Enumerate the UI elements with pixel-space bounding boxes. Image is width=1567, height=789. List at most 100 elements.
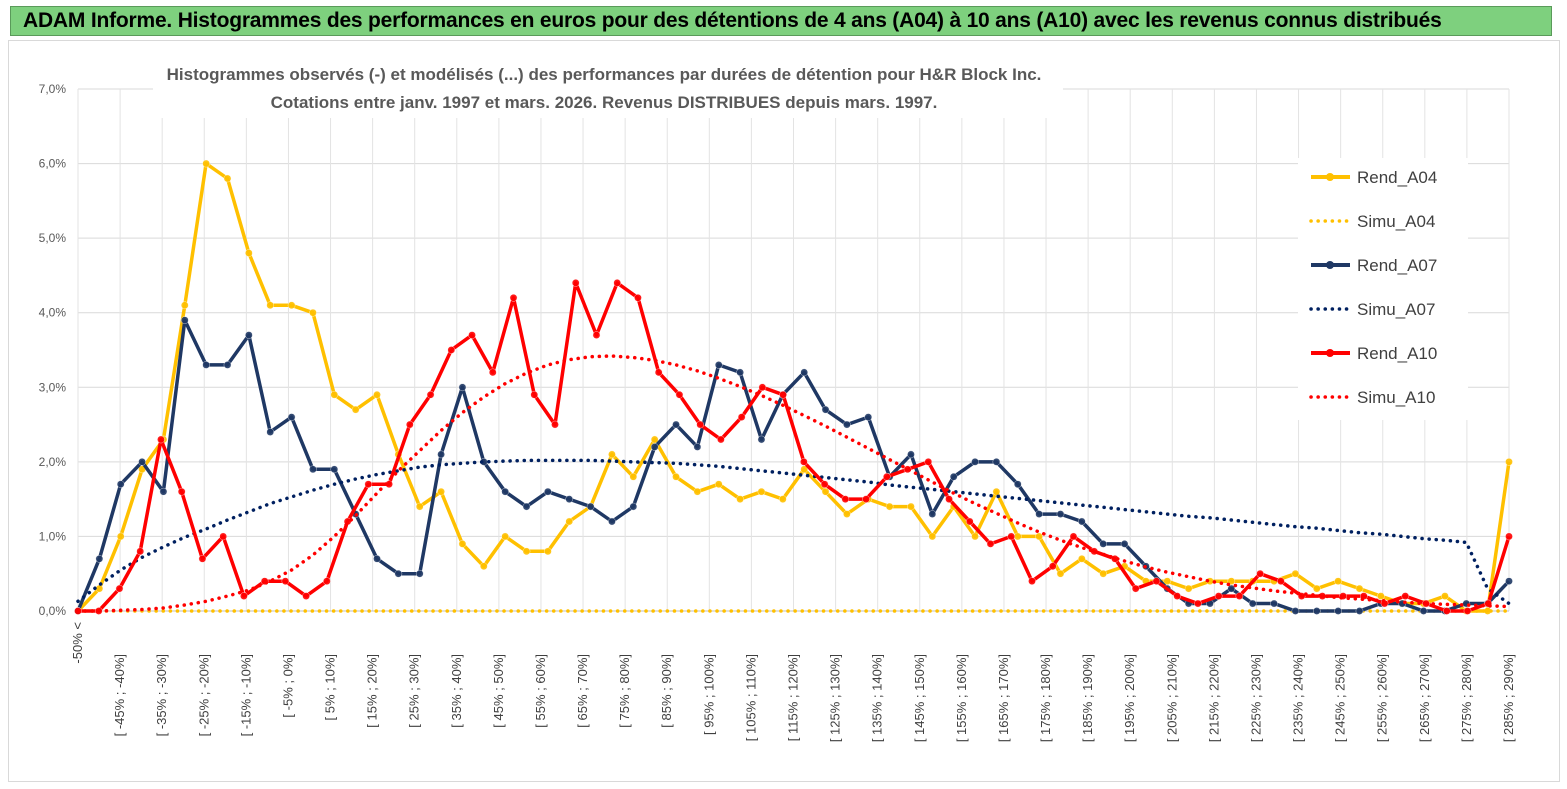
data-point-rend-a10 [468, 331, 476, 339]
data-point-rend-a04 [415, 502, 424, 511]
data-point-rend-a10 [1505, 532, 1513, 541]
data-point-rend-a07 [629, 502, 638, 511]
legend-label-simu-a04: Simu_A04 [1357, 212, 1435, 231]
series-line-simu-a07 [76, 458, 1511, 606]
data-point-rend-a07 [266, 428, 275, 436]
data-point-rend-a10 [1256, 569, 1264, 578]
data-point-rend-a10 [302, 592, 310, 600]
data-point-rend-a07 [138, 458, 146, 466]
x-tick-label: [ 235% ; 240%] [1291, 654, 1306, 742]
data-point-rend-a07 [501, 487, 509, 496]
data-point-rend-a10 [1442, 607, 1451, 615]
data-point-rend-a07 [394, 569, 403, 578]
data-point-rend-a10 [592, 331, 601, 339]
data-point-rend-a10 [364, 480, 373, 489]
x-tick-label: [ 155% ; 160%] [954, 654, 969, 742]
data-point-rend-a07 [95, 555, 104, 563]
chart-title-box [153, 56, 1063, 118]
x-tick-label: [ -45% ; -40%] [112, 654, 127, 736]
data-point-rend-a07 [309, 465, 317, 474]
data-point-rend-a10 [1069, 532, 1078, 541]
data-point-rend-a04 [1505, 458, 1513, 466]
data-point-rend-a07 [1312, 607, 1321, 615]
data-point-rend-a07 [159, 487, 168, 496]
data-point-rend-a10 [862, 495, 870, 503]
data-point-rend-a04 [223, 174, 232, 183]
x-tick-label: [ 265% ; 270%] [1417, 654, 1432, 742]
data-point-rend-a10 [634, 293, 642, 302]
y-tick-label: 4,0% [39, 306, 67, 320]
data-point-rend-a10 [219, 532, 227, 541]
data-point-rend-a07 [373, 555, 381, 563]
data-point-rend-a04 [437, 487, 445, 496]
x-tick-label: -50% < [70, 622, 85, 664]
data-point-rend-a10 [758, 383, 767, 392]
data-point-rend-a04 [458, 540, 467, 548]
data-point-rend-a07 [1099, 540, 1107, 548]
data-point-rend-a10 [1401, 592, 1410, 600]
series-lines [74, 159, 1513, 615]
data-point-rend-a04 [1355, 584, 1364, 593]
data-point-rend-a04 [1099, 569, 1107, 578]
data-point-rend-a07 [180, 316, 189, 324]
data-point-rend-a07 [1291, 607, 1300, 615]
x-tick-label: [ 105% ; 110%] [743, 654, 758, 741]
legend-label-simu-a07: Simu_A07 [1357, 300, 1435, 319]
x-tick-label: [ 25% ; 30%] [407, 654, 422, 728]
data-point-rend-a07 [693, 443, 702, 451]
data-point-rend-a10 [883, 472, 891, 481]
data-point-rend-a04 [821, 487, 830, 496]
x-tick-label: [ 215% ; 220%] [1206, 654, 1221, 742]
x-tick-label: [ 125% ; 130%] [828, 654, 843, 742]
x-tick-label: [ 145% ; 150%] [912, 654, 927, 742]
data-point-rend-a07 [864, 413, 873, 421]
y-tick-label: 1,0% [39, 529, 67, 543]
x-tick-label: [ 255% ; 260%] [1375, 654, 1390, 742]
data-point-rend-a04 [480, 562, 488, 571]
legend-label-rend-a04: Rend_A04 [1357, 168, 1437, 187]
data-point-rend-a07 [672, 420, 680, 429]
data-point-rend-a10 [551, 420, 559, 429]
series-line-simu-a10 [76, 354, 1511, 613]
data-point-rend-a10 [426, 390, 435, 399]
data-point-rend-a04 [266, 301, 275, 310]
data-point-rend-a04 [1078, 555, 1086, 563]
data-point-rend-a07 [1078, 517, 1086, 526]
data-point-rend-a04 [693, 487, 702, 496]
data-point-rend-a04 [1184, 584, 1193, 593]
data-point-rend-a04 [501, 532, 509, 541]
data-point-rend-a04 [629, 472, 638, 481]
report-banner: ADAM Informe. Histogrammes des performan… [10, 6, 1552, 36]
data-point-rend-a10 [1048, 562, 1057, 571]
x-tick-label: [ -25% ; -20%] [196, 654, 211, 736]
data-point-rend-a10 [1028, 577, 1036, 585]
data-point-rend-a10 [717, 435, 725, 444]
legend-label-rend-a07: Rend_A07 [1357, 256, 1437, 275]
x-tick-label: [ -5% ; 0%] [280, 654, 295, 718]
data-point-rend-a07 [1248, 599, 1257, 608]
data-point-rend-a07 [608, 517, 616, 526]
data-point-rend-a07 [245, 331, 253, 339]
data-point-rend-a04 [779, 495, 787, 503]
data-point-rend-a10 [841, 495, 850, 503]
legend-marker-rend-a10 [1326, 349, 1334, 357]
x-tick-label: [ -35% ; -30%] [154, 654, 169, 736]
data-point-rend-a07 [1355, 607, 1364, 615]
data-point-rend-a07 [565, 495, 574, 503]
data-point-rend-a07 [800, 368, 808, 377]
data-point-rend-a10 [177, 487, 186, 496]
data-point-rend-a04 [116, 532, 125, 541]
x-tick-label: [ 115% ; 120%] [786, 654, 801, 741]
data-point-rend-a04 [992, 487, 1001, 496]
data-point-rend-a10 [924, 458, 933, 466]
data-point-rend-a07 [971, 458, 979, 466]
gridlines [77, 88, 1510, 612]
data-point-rend-a10 [406, 420, 414, 429]
data-point-rend-a10 [115, 584, 124, 593]
data-point-rend-a04 [757, 487, 766, 496]
data-point-rend-a04 [544, 547, 552, 556]
data-point-rend-a10 [281, 577, 290, 585]
data-point-rend-a10 [1463, 607, 1472, 615]
data-point-rend-a10 [530, 390, 539, 399]
